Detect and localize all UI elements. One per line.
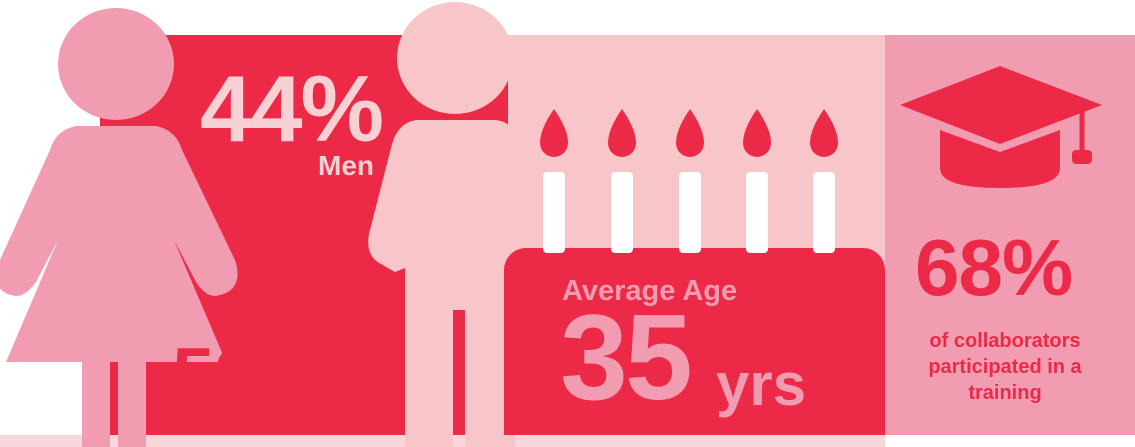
training-description: of collaborators participated in a train…: [928, 330, 1082, 404]
candle-icon: [608, 109, 636, 253]
candle-icon: [540, 109, 568, 253]
men-label: Men: [318, 150, 374, 181]
woman-icon: [0, 8, 238, 447]
women-label: Women: [248, 310, 349, 341]
training-percent: 68%: [915, 223, 1073, 312]
candle-icon: [676, 109, 704, 253]
graduation-cap-icon: [900, 66, 1102, 188]
women-percent: 56%: [172, 333, 322, 418]
average-age-value: 35: [560, 289, 693, 425]
average-age-label: Average Age: [562, 275, 738, 307]
candle-icon: [743, 109, 771, 253]
cake: [504, 248, 885, 435]
candles: [540, 109, 838, 253]
candle-icon: [810, 109, 838, 253]
men-percent: 44%: [200, 56, 384, 161]
man-icon: [368, 2, 515, 447]
average-age-unit: yrs: [716, 351, 807, 418]
